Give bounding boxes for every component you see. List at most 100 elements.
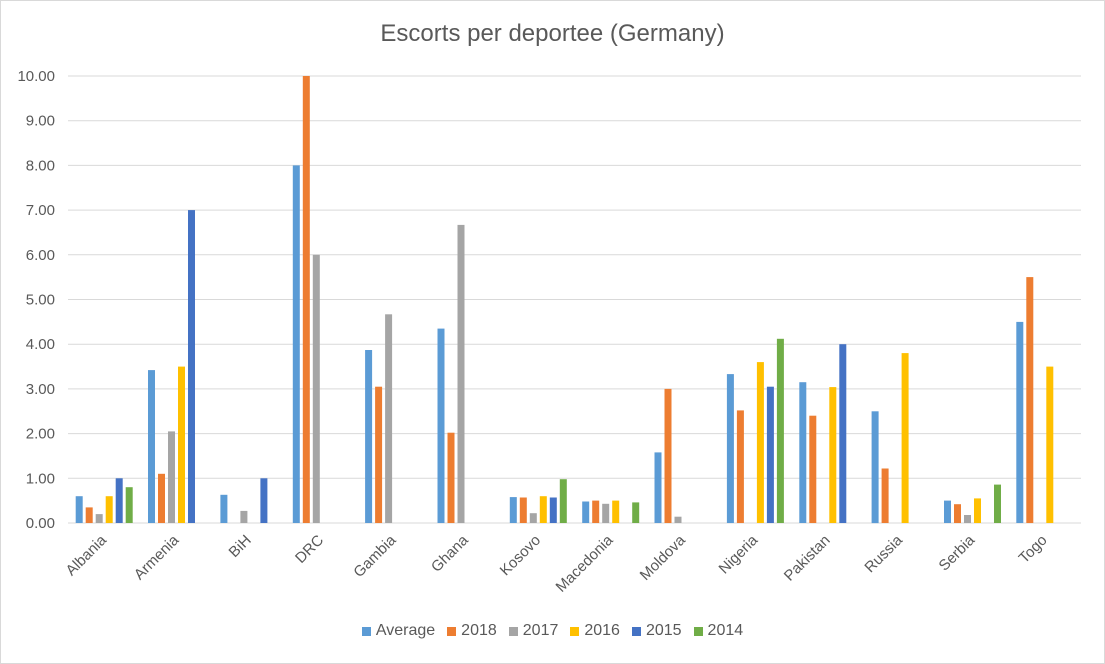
legend-label: 2017 [522,622,559,639]
bar-albania-average [75,496,83,523]
legend-label: 2016 [584,622,620,639]
bar-serbia-2017 [964,515,971,523]
bar-pakistan-2015 [839,344,847,523]
x-axis-ticks: Albania Armenia BiH DRC Gambia Ghana Kosovo Mac… [63,531,1051,595]
bar-nigeria-2018 [736,410,744,523]
bar-togo-average [1016,321,1024,523]
legend-item: 2018 [447,622,497,640]
legend-item: 2015 [631,622,682,640]
bar-kosovo-2016 [539,496,547,523]
bar-pakistan-average [799,382,807,523]
bar-bih-2017 [240,510,248,523]
bar-armenia-average [148,370,155,523]
bar-albania-2018 [85,507,93,523]
bar-drc-2018 [302,76,310,523]
x-tick-label: Kosovo [497,532,544,579]
x-tick-label: Nigeria [716,531,762,577]
bar-serbia-average [944,500,951,523]
y-axis-ticks: 0.00 1.00 2.00 3.00 4.00 5.00 6.00 7.00 8.00 9.00… [17,68,55,532]
bar-albania-2016 [105,496,113,523]
bar-nigeria-2014 [776,338,784,523]
grid-lines [68,75,1081,524]
bar-togo-2016 [1046,366,1054,523]
x-tick-label: Serbia [936,531,979,574]
bar-nigeria-average [726,374,734,523]
bar-moldova-average [654,452,662,523]
legend-swatch [693,626,703,636]
legend-swatch [361,626,371,636]
bars [75,76,1054,524]
bar-armenia-2017 [168,431,175,523]
legend-swatch [447,626,457,636]
x-tick-label: Pakistan [781,532,834,585]
legend-label: 2015 [645,622,682,639]
bar-albania-2014 [125,487,133,523]
legend-swatch [508,626,518,636]
y-tick-label: 0.00 [26,515,55,532]
bar-russia-2018 [881,468,889,523]
bar-macedonia-2014 [632,502,640,523]
bar-moldova-2017 [674,516,682,523]
legend: Average 2018 2017 2016 2015 2014 [0,622,1105,640]
legend-item: Average [361,622,435,640]
y-tick-label: 3.00 [26,381,55,398]
chart-title: Escorts per deportee (Germany) [380,20,725,47]
bar-drc-average [292,165,300,523]
bar-nigeria-2015 [766,386,774,523]
x-tick-label: BiH [226,532,255,561]
bar-armenia-2016 [178,366,185,523]
x-tick-label: Macedonia [553,531,617,595]
bar-serbia-2016 [974,498,981,523]
bar-albania-2017 [95,514,103,523]
x-tick-label: Ghana [428,531,472,575]
bar-pakistan-2016 [829,387,837,523]
legend-swatch [631,626,641,636]
x-tick-label: Moldova [637,531,690,584]
x-tick-label: DRC [292,532,327,567]
bar-kosovo-2015 [549,497,557,523]
bar-gambia-average [365,350,373,523]
y-tick-label: 7.00 [26,202,55,219]
bar-gambia-2018 [375,386,383,523]
bar-ghana-average [437,328,445,523]
y-tick-label: 8.00 [26,157,55,174]
bar-drc-2017 [312,254,320,524]
y-tick-label: 5.00 [26,292,55,309]
bar-kosovo-average [509,497,517,523]
legend-label: 2014 [707,622,744,639]
bar-togo-2018 [1026,277,1034,523]
y-tick-label: 1.00 [26,470,55,487]
bar-kosovo-2014 [559,479,567,523]
bar-macedonia-2017 [602,503,610,523]
y-tick-label: 4.00 [26,336,55,353]
x-tick-label: Gambia [350,531,400,581]
bar-serbia-2014 [994,484,1001,523]
y-tick-label: 9.00 [26,113,55,130]
bar-bih-average [220,494,228,523]
bar-gambia-2017 [385,314,393,523]
bar-kosovo-2017 [529,513,537,523]
x-tick-label: Russia [861,531,906,576]
bar-moldova-2018 [664,388,672,523]
x-tick-label: Albania [63,531,111,579]
bar-macedonia-2016 [612,500,620,523]
bar-armenia-2018 [158,473,165,523]
x-tick-label: Togo [1016,532,1051,567]
y-tick-label: 10.00 [17,68,55,85]
bar-macedonia-average [582,501,590,523]
bar-ghana-2018 [447,432,455,523]
legend-item: 2016 [570,622,620,640]
y-tick-label: 6.00 [26,247,55,264]
x-tick-label: Armenia [131,531,183,583]
bar-nigeria-2016 [756,362,764,523]
bar-pakistan-2018 [809,415,817,523]
bar-russia-2016 [901,353,909,523]
bar-armenia-2015 [188,210,195,523]
legend-label: 2018 [461,622,497,639]
bar-serbia-2018 [954,504,961,523]
bar-russia-average [871,411,879,524]
legend-swatch [570,626,580,636]
bar-albania-2015 [115,478,123,523]
